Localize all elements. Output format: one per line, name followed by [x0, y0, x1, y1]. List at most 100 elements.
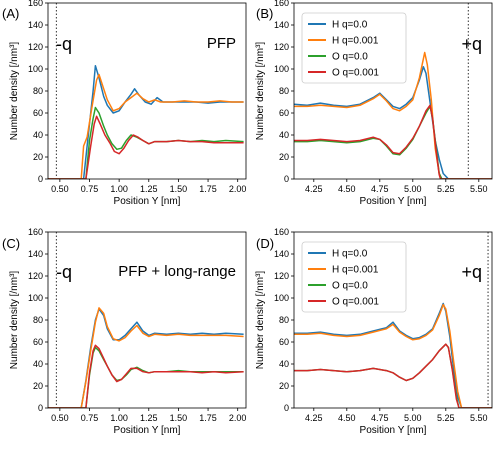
x-tick-label: 1.75 [199, 184, 217, 194]
series-line-h-q-0-001 [48, 73, 244, 179]
y-tick-label: 100 [274, 293, 289, 303]
legend: H q=0.0 H q=0.001 O q=0.0 O q=0.001 [301, 12, 407, 84]
y-tick-label: 40 [33, 359, 43, 369]
series-line-h-q-0-001 [294, 303, 492, 408]
panel-b: (B) 0 20 40 60 80 100 120 140 160 4.25 4.50 4.75 5.00… [255, 0, 493, 207]
panel-a: (A) 0 20 40 60 80 100 120 140 160 0.50 0.75 1.00 1.25… [2, 0, 246, 207]
y-tick-label: 0 [38, 403, 43, 413]
annotation-text: -q [56, 34, 72, 54]
y-tick-label: 120 [28, 42, 43, 52]
y-tick-label: 80 [279, 315, 289, 325]
legend-box [301, 241, 407, 313]
series-line-o-q-0-0 [294, 343, 492, 408]
x-tick-label: 4.50 [338, 413, 356, 423]
series-line-h-q-0-0 [48, 308, 244, 408]
y-tick-label: 40 [33, 130, 43, 140]
series-group [48, 64, 244, 179]
x-tick-label: 4.75 [371, 413, 389, 423]
series-group [294, 51, 492, 179]
x-tick-label: 4.25 [305, 413, 323, 423]
legend-box [301, 12, 407, 84]
series-line-h-q-0-0 [48, 64, 244, 179]
y-tick-label: 20 [33, 152, 43, 162]
x-tick-label: 0.50 [51, 184, 69, 194]
y-tick-label: 140 [28, 249, 43, 259]
panel-c: (C) 0 20 40 60 80 100 120 140 160 0.50 0.75 1.00 1.25… [2, 227, 246, 436]
axes-frame [47, 231, 247, 409]
x-tick-label: 5.50 [470, 413, 488, 423]
y-tick-label: 140 [274, 20, 289, 30]
y-axis-label: Number density [/nm³] [255, 42, 266, 141]
series-line-o-q-0-0 [294, 105, 492, 179]
panel-label: (B) [256, 6, 273, 21]
y-axis-label: Number density [/nm³] [9, 42, 20, 141]
series-line-o-q-0-001 [294, 104, 492, 179]
panel-label: (C) [2, 236, 20, 251]
panel-d: (D) 0 20 40 60 80 100 120 140 160 4.25 4.50 4.75 5.00… [255, 227, 493, 436]
y-tick-label: 140 [274, 249, 289, 259]
x-tick-label: 5.00 [404, 184, 422, 194]
legend-entry: O q=0.001 [332, 297, 379, 308]
x-tick-label: 2.00 [229, 184, 247, 194]
x-axis-label: Position Y [nm] [114, 196, 181, 207]
x-tick-label: 2.00 [229, 413, 247, 423]
x-tick-label: 5.25 [437, 184, 455, 194]
series-line-h-q-0-0 [294, 302, 492, 408]
y-tick-label: 160 [28, 227, 43, 237]
x-tick-label: 4.75 [371, 184, 389, 194]
legend-entry: H q=0.0 [332, 20, 368, 31]
axes-frame [47, 2, 247, 180]
annotation-text: +q [461, 262, 482, 282]
x-tick-label: 1.50 [170, 413, 188, 423]
annotation-text: -q [56, 262, 72, 282]
y-tick-label: 20 [279, 152, 289, 162]
annotation-text: PFP + long-range [118, 263, 236, 280]
x-axis-label: Position Y [nm] [360, 425, 427, 436]
y-tick-label: 160 [274, 0, 289, 8]
series-group [48, 307, 244, 408]
x-tick-label: 4.50 [338, 184, 356, 194]
x-tick-label: 1.25 [140, 413, 158, 423]
y-tick-label: 0 [284, 174, 289, 184]
y-tick-label: 100 [28, 293, 43, 303]
annotation-text: PFP [207, 35, 236, 52]
y-tick-label: 60 [279, 108, 289, 118]
y-tick-label: 0 [38, 174, 43, 184]
x-tick-label: 1.00 [110, 184, 128, 194]
y-tick-label: 60 [279, 337, 289, 347]
y-tick-label: 80 [33, 315, 43, 325]
y-tick-label: 80 [33, 86, 43, 96]
y-tick-label: 120 [274, 271, 289, 281]
y-tick-label: 140 [28, 20, 43, 30]
y-tick-label: 100 [274, 64, 289, 74]
x-axis-label: Position Y [nm] [114, 425, 181, 436]
panel-label: (D) [256, 236, 274, 251]
series-line-o-q-0-001 [48, 115, 244, 179]
x-tick-label: 1.00 [110, 413, 128, 423]
panel-label: (A) [2, 6, 19, 21]
legend-entry: O q=0.001 [332, 68, 379, 79]
legend-entry: O q=0.0 [332, 52, 368, 63]
x-tick-label: 4.25 [305, 184, 323, 194]
legend-entry: H q=0.0 [332, 249, 368, 260]
x-axis-label: Position Y [nm] [360, 196, 427, 207]
x-tick-label: 5.50 [470, 184, 488, 194]
legend-entry: H q=0.001 [332, 265, 379, 276]
y-tick-label: 60 [33, 337, 43, 347]
y-tick-label: 0 [284, 403, 289, 413]
y-tick-label: 60 [33, 108, 43, 118]
y-tick-label: 20 [33, 381, 43, 391]
y-tick-label: 80 [279, 86, 289, 96]
x-tick-label: 1.75 [199, 413, 217, 423]
y-tick-label: 160 [274, 227, 289, 237]
series-line-o-q-0-0 [48, 346, 244, 408]
x-tick-label: 5.25 [437, 413, 455, 423]
legend: H q=0.0 H q=0.001 O q=0.0 O q=0.001 [301, 241, 407, 313]
y-tick-label: 120 [28, 271, 43, 281]
series-line-h-q-0-001 [48, 307, 244, 408]
x-tick-label: 1.50 [170, 184, 188, 194]
y-tick-label: 40 [279, 359, 289, 369]
x-tick-label: 1.25 [140, 184, 158, 194]
